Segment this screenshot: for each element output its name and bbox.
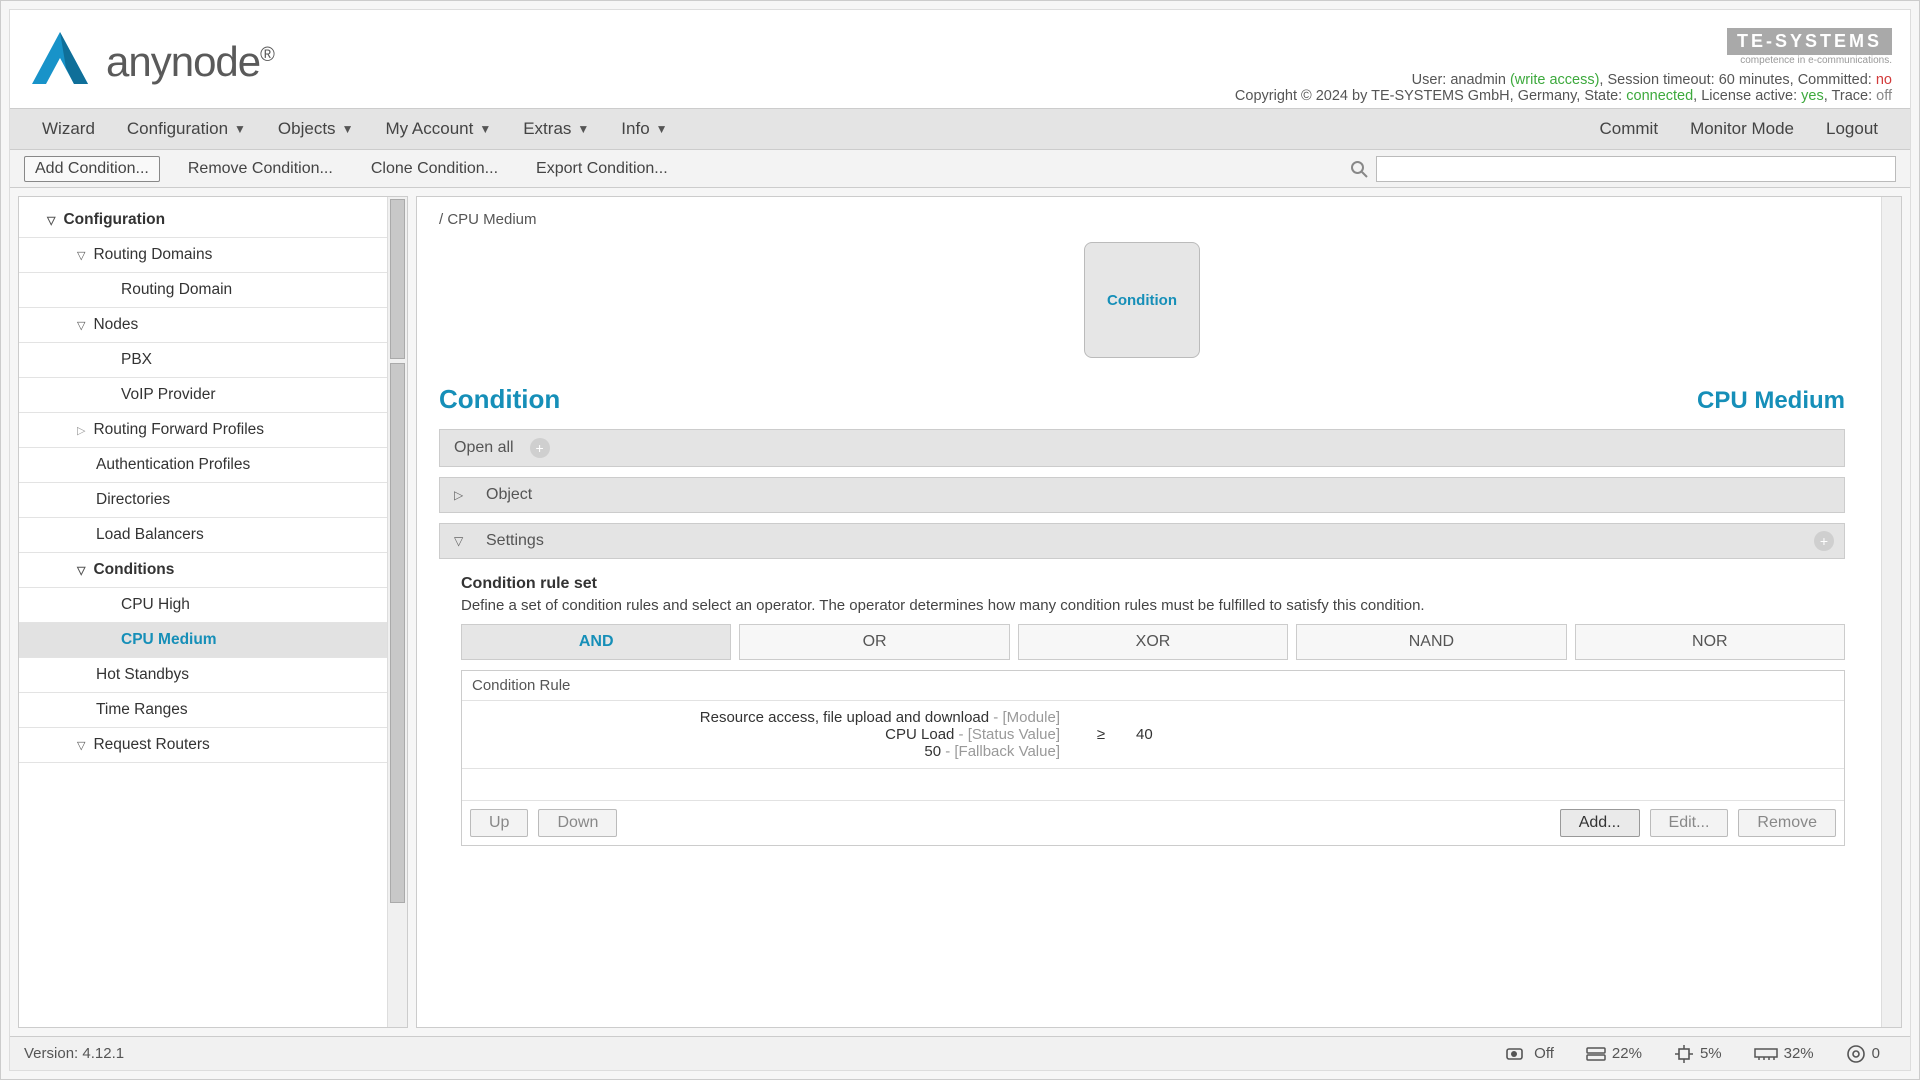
tree-conditions[interactable]: ▽Conditions <box>19 553 387 588</box>
brand-name: anynode® <box>106 38 274 86</box>
caret-down-icon: ▼ <box>342 122 354 136</box>
status-disk: 22% <box>1570 1045 1658 1062</box>
rule-edit-button[interactable]: Edit... <box>1650 809 1729 837</box>
caret-down-icon: ▼ <box>656 122 668 136</box>
header: anynode® TE-SYSTEMS competence in e-comm… <box>10 10 1910 108</box>
tree-directories[interactable]: Directories <box>19 483 387 518</box>
alert-icon <box>1846 1044 1866 1064</box>
company-tagline: competence in e-communications. <box>1235 55 1892 66</box>
menu-my-account[interactable]: My Account▼ <box>369 111 507 147</box>
record-icon <box>1506 1046 1528 1062</box>
open-all-bar[interactable]: Open all + <box>439 429 1845 467</box>
status-alerts: 0 <box>1830 1044 1896 1064</box>
session-line: User: anadmin (write access), Session ti… <box>1235 72 1892 88</box>
tree-hot-standbys[interactable]: Hot Standbys <box>19 658 387 693</box>
menubar: Wizard Configuration▼ Objects▼ My Accoun… <box>10 108 1910 150</box>
menu-wizard[interactable]: Wizard <box>26 111 111 147</box>
toolbar: Add Condition... Remove Condition... Clo… <box>10 150 1910 188</box>
add-condition-button[interactable]: Add Condition... <box>24 156 160 182</box>
menu-monitor-mode[interactable]: Monitor Mode <box>1674 111 1810 147</box>
export-condition-button[interactable]: Export Condition... <box>526 157 678 181</box>
tree-time-ranges[interactable]: Time Ranges <box>19 693 387 728</box>
search-icon <box>1350 160 1368 178</box>
condition-name: CPU Medium <box>1697 387 1845 415</box>
rule-row[interactable]: Resource access, file upload and downloa… <box>462 701 1844 769</box>
tree-routing-domain[interactable]: Routing Domain <box>19 273 387 308</box>
tree-cpu-high[interactable]: CPU High <box>19 588 387 623</box>
menu-objects[interactable]: Objects▼ <box>262 111 370 147</box>
menu-configuration[interactable]: Configuration▼ <box>111 111 262 147</box>
remove-condition-button[interactable]: Remove Condition... <box>178 157 343 181</box>
menu-extras[interactable]: Extras▼ <box>507 111 605 147</box>
sidebar: ▽Configuration ▽Routing Domains Routing … <box>18 196 408 1028</box>
operator-row: AND OR XOR NAND NOR <box>461 624 1845 660</box>
rule-up-button[interactable]: Up <box>470 809 528 837</box>
memory-icon <box>1754 1046 1778 1062</box>
menu-info[interactable]: Info▼ <box>605 111 683 147</box>
operator-nor[interactable]: NOR <box>1575 624 1845 660</box>
caret-down-icon: ▼ <box>577 122 589 136</box>
operator-and[interactable]: AND <box>461 624 731 660</box>
rule-set-title: Condition rule set <box>461 575 1845 593</box>
tree-routing-domains[interactable]: ▽Routing Domains <box>19 238 387 273</box>
rule-add-button[interactable]: Add... <box>1560 809 1640 837</box>
cpu-icon <box>1674 1044 1694 1064</box>
tree-load-balancers[interactable]: Load Balancers <box>19 518 387 553</box>
clone-condition-button[interactable]: Clone Condition... <box>361 157 508 181</box>
rule-remove-button[interactable]: Remove <box>1738 809 1836 837</box>
caret-down-icon: ▼ <box>479 122 491 136</box>
status-recording: Off <box>1490 1045 1570 1062</box>
main-scrollbar[interactable] <box>1881 197 1901 1027</box>
accordion-object[interactable]: ▷Object <box>439 477 1845 513</box>
rule-table: Condition Rule Resource access, file upl… <box>461 670 1845 846</box>
search-input[interactable] <box>1376 156 1896 182</box>
menu-logout[interactable]: Logout <box>1810 111 1894 147</box>
disk-icon <box>1586 1046 1606 1062</box>
accordion-settings[interactable]: ▽Settings + <box>439 523 1845 559</box>
rule-table-header: Condition Rule <box>462 671 1844 701</box>
operator-nand[interactable]: NAND <box>1296 624 1566 660</box>
operator-or[interactable]: OR <box>739 624 1009 660</box>
status-bar: Version: 4.12.1 Off 22% 5% 32% 0 <box>10 1036 1910 1070</box>
main-panel: / CPU Medium Condition Condition CPU Med… <box>416 196 1902 1028</box>
anynode-logo-icon <box>28 28 92 96</box>
logo: anynode® <box>28 28 274 96</box>
tree-routing-forward-profiles[interactable]: ▷Routing Forward Profiles <box>19 413 387 448</box>
plus-icon: + <box>1814 531 1834 551</box>
plus-icon: + <box>530 438 550 458</box>
panel-title: Condition <box>439 384 560 415</box>
sidebar-scrollbar[interactable] <box>387 197 407 1027</box>
menu-commit[interactable]: Commit <box>1584 111 1675 147</box>
tree-cpu-medium[interactable]: CPU Medium <box>19 623 387 658</box>
status-cpu: 5% <box>1658 1044 1738 1064</box>
rule-down-button[interactable]: Down <box>538 809 617 837</box>
version-label: Version: 4.12.1 <box>24 1045 124 1062</box>
tree-pbx[interactable]: PBX <box>19 343 387 378</box>
company-bar: TE-SYSTEMS <box>1727 28 1892 55</box>
copyright-line: Copyright © 2024 by TE-SYSTEMS GmbH, Ger… <box>1235 88 1892 104</box>
tree-configuration[interactable]: ▽Configuration <box>19 203 387 238</box>
condition-node-icon[interactable]: Condition <box>1084 242 1200 358</box>
operator-xor[interactable]: XOR <box>1018 624 1288 660</box>
header-right: TE-SYSTEMS competence in e-communication… <box>1235 28 1892 104</box>
tree-voip-provider[interactable]: VoIP Provider <box>19 378 387 413</box>
status-memory: 32% <box>1738 1045 1830 1062</box>
breadcrumb: / CPU Medium <box>439 211 1845 228</box>
caret-down-icon: ▼ <box>234 122 246 136</box>
company-brand: TE-SYSTEMS competence in e-communication… <box>1235 28 1892 66</box>
tree-request-routers[interactable]: ▽Request Routers <box>19 728 387 763</box>
tree-authentication-profiles[interactable]: Authentication Profiles <box>19 448 387 483</box>
rule-set-description: Define a set of condition rules and sele… <box>461 597 1845 614</box>
tree-nodes[interactable]: ▽Nodes <box>19 308 387 343</box>
